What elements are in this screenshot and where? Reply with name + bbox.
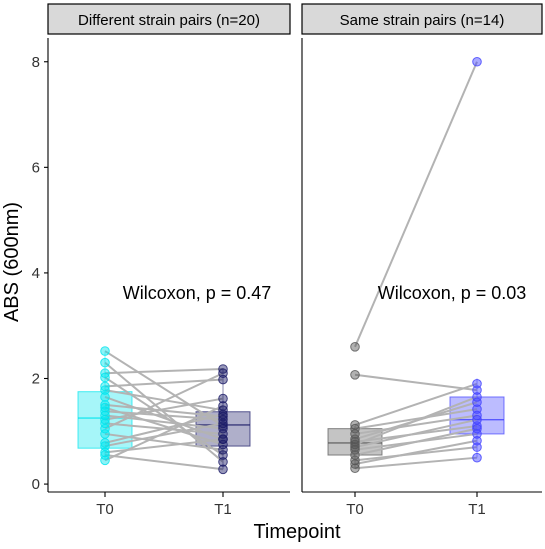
- point-t0: [100, 402, 110, 413]
- y-axis: 0 2 4 6 8 ABS (600nm): [1, 38, 49, 493]
- point-t1: [218, 401, 228, 411]
- pair-line: [354, 427, 478, 457]
- point-t0: [350, 455, 360, 466]
- point-t1: [218, 418, 228, 429]
- panel-right-annotation: Wilcoxon, p = 0.03: [378, 283, 527, 303]
- pair-line: [354, 418, 478, 449]
- panel-left-annotation: Wilcoxon, p = 0.47: [123, 283, 272, 303]
- point-t1: [472, 397, 482, 408]
- point-t1: [472, 378, 482, 389]
- point-t0: [100, 429, 110, 439]
- point-t1: [218, 450, 228, 460]
- pair-line: [354, 382, 478, 426]
- point-t1: [472, 414, 482, 425]
- y-axis-label: ABS (600nm): [1, 202, 23, 322]
- pair-line: [104, 350, 224, 427]
- point-t0: [100, 392, 110, 402]
- x-tick-label: T1: [214, 501, 232, 518]
- panel-right-strip: [301, 3, 543, 35]
- x-tick-label: T0: [96, 501, 114, 518]
- point-t0: [350, 444, 360, 455]
- pair-line: [104, 432, 224, 451]
- pair-line: [354, 446, 478, 462]
- pair-line: [354, 396, 478, 446]
- pair-line: [104, 406, 224, 446]
- point-t0: [100, 385, 110, 395]
- x-tick-label: T0: [346, 501, 364, 518]
- x-axis-label: Timepoint: [253, 521, 341, 543]
- point-t0: [100, 357, 110, 368]
- point-t0: [100, 455, 110, 466]
- point-t0: [100, 346, 110, 356]
- panel-right: Same strain pairs (n=14) Wilcoxon, p = 0…: [301, 3, 543, 493]
- point-t1: [218, 434, 228, 445]
- point-t1: [218, 457, 228, 467]
- point-t0: [100, 418, 110, 429]
- point-t0: [100, 423, 110, 434]
- pair-line: [354, 439, 478, 466]
- point-t0: [350, 463, 360, 474]
- point-t1: [472, 392, 482, 402]
- panel-right-title: Same strain pairs (n=14): [340, 12, 505, 29]
- panel-left: Different strain pairs (n=20) Wilcoxon, …: [47, 3, 291, 493]
- point-t1: [472, 56, 482, 67]
- pair-line: [354, 456, 478, 470]
- pair-line: [354, 414, 478, 435]
- point-t1: [472, 429, 482, 439]
- y-tick-label: 0: [32, 476, 40, 493]
- pair-line: [104, 422, 224, 448]
- y-tick-label: 4: [32, 265, 40, 282]
- x-axis-ticks: T0 T1 T0 T1: [96, 492, 486, 518]
- pair-line: [354, 373, 478, 392]
- point-t1: [218, 464, 228, 475]
- point-t0: [100, 450, 110, 460]
- pair-line: [104, 405, 224, 462]
- y-tick-label: 2: [32, 371, 40, 388]
- pair-line: [104, 397, 224, 421]
- point-t0: [100, 447, 110, 458]
- point-t1: [472, 452, 482, 463]
- point-t0: [350, 442, 360, 452]
- pair-line: [354, 61, 478, 348]
- y-tick-label: 6: [32, 159, 40, 176]
- pair-line: [104, 454, 224, 471]
- pair-line: [104, 378, 224, 388]
- point-t0: [350, 439, 360, 450]
- point-t0: [350, 434, 360, 445]
- y-tick-label: 8: [32, 54, 40, 71]
- point-t1: [218, 393, 228, 404]
- point-t0: [350, 370, 360, 380]
- panel-left-strip: [47, 3, 291, 35]
- panel-left-title: Different strain pairs (n=20): [78, 12, 260, 29]
- point-t1: [218, 429, 228, 439]
- point-t0: [100, 381, 110, 392]
- point-t1: [472, 435, 482, 446]
- point-t0: [100, 372, 110, 383]
- point-t0: [350, 429, 360, 439]
- pair-line: [104, 367, 224, 375]
- point-t0: [100, 438, 110, 448]
- point-t1: [218, 444, 228, 455]
- pair-line: [104, 372, 224, 430]
- point-t0: [350, 423, 360, 434]
- point-t1: [472, 423, 482, 434]
- point-t1: [218, 423, 228, 434]
- point-t0: [350, 342, 360, 352]
- pair-line: [104, 413, 224, 444]
- x-tick-label: T1: [468, 501, 486, 518]
- point-t1: [218, 409, 228, 420]
- point-t0: [350, 437, 360, 447]
- point-t1: [218, 368, 228, 379]
- pair-line: [104, 361, 224, 463]
- point-t1: [218, 439, 228, 450]
- pair-line: [354, 408, 478, 430]
